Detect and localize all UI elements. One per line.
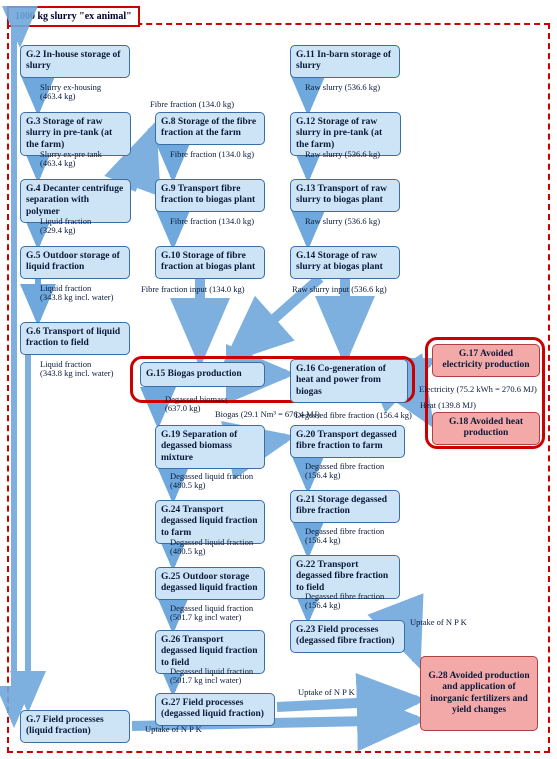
diagram-canvas: 1000 kg slurry "ex animal": [0, 0, 557, 759]
edge-label-e7: Liquid fraction(329.4 kg): [40, 217, 91, 236]
edge-label-e8: Fibre fraction (134.0 kg): [170, 217, 254, 226]
edge-label-e1: Slurry ex-housing(463.4 kg): [40, 83, 101, 102]
node-g27: G.27 Field processes (degassed liquid fr…: [155, 693, 275, 726]
node-g6: G.6 Transport of liquid fraction to fiel…: [20, 322, 130, 355]
edge-label-e4: Slurry ex-pre tank(463.4 kg): [40, 150, 102, 169]
edge-label-e25: Degassed liquid fraction(501.7 kg incl w…: [170, 667, 253, 686]
node-g19: G.19 Separation of degassed biomass mixt…: [155, 425, 265, 469]
edge-label-e5: Fibre fraction (134.0 kg): [170, 150, 254, 159]
edge-label-e17: Electricity (75.2 kWh = 270.6 MJ): [419, 385, 537, 394]
node-g10: G.10 Storage of fibre fraction at biogas…: [155, 246, 265, 279]
node-g20: G.20 Transport degassed fibre fraction t…: [290, 425, 405, 458]
edge-label-e28: Uptake of N P K: [145, 725, 202, 734]
node-g18: G.18 Avoided heat production: [432, 412, 540, 445]
edge-label-e23: Degassed liquid fraction(501.7 kg incl w…: [170, 604, 253, 623]
node-g5: G.5 Outdoor storage of liquid fraction: [20, 246, 130, 279]
node-g8: G.8 Storage of the fibre fraction at the…: [155, 112, 265, 145]
node-g25: G.25 Outdoor storage degassed liquid fra…: [155, 567, 265, 600]
edge-label-e9: Raw slurry (536.6 kg): [305, 217, 380, 226]
edge-label-e12: Raw slurry input (536.6 kg): [292, 285, 387, 294]
edge-label-e16: Degassed fibre fraction (156.4 kg): [295, 411, 412, 420]
edge-label-e10: Liquid fraction(343.8 kg incl. water): [40, 284, 113, 303]
edge-label-e22: Degassed fibre fraction(156.4 kg): [305, 527, 384, 546]
node-g9: G.9 Transport fibre fraction to biogas p…: [155, 179, 265, 212]
edge-label-e13: Liquid fraction(343.8 kg incl. water): [40, 360, 113, 379]
edge-label-e11: Fibre fraction input (134.0 kg): [141, 285, 245, 294]
node-g16: G.16 Co-generation of heat and power fro…: [290, 359, 408, 403]
node-g2: G.2 In-house storage of slurry: [20, 45, 130, 78]
edge-label-e20: Degassed fibre fraction(156.4 kg): [305, 462, 384, 481]
node-g23: G.23 Field processes (degassed fibre fra…: [290, 620, 405, 653]
node-g14: G.14 Storage of raw slurry at biogas pla…: [290, 246, 400, 279]
node-g7: G.7 Field processes (liquid fraction): [20, 710, 130, 743]
edge-label-e26: Uptake of N P K: [410, 618, 467, 627]
edge-label-e6: Raw slurry (536.6 kg): [305, 150, 380, 159]
edge-label-e19: Degassed liquid fraction(480.5 kg): [170, 472, 253, 491]
edge-label-e2: Raw slurry (536.6 kg): [305, 83, 380, 92]
edge-label-e18: Heat (139.8 MJ): [420, 401, 476, 410]
edge-label-e24: Degassed fibre fraction(156.4 kg): [305, 592, 384, 611]
node-g15: G.15 Biogas production: [140, 362, 265, 387]
node-g11: G.11 In-barn storage of slurry: [290, 45, 400, 78]
node-g28: G.28 Avoided production and application …: [420, 656, 538, 731]
node-g13: G.13 Transport of raw slurry to biogas p…: [290, 179, 400, 212]
edge-label-e21: Degassed liquid fraction(480.5 kg): [170, 538, 253, 557]
node-g21: G.21 Storage degassed fibre fraction: [290, 490, 400, 523]
input-label: 1000 kg slurry "ex animal": [7, 6, 140, 27]
edge-label-e3: Fibre fraction (134.0 kg): [150, 100, 234, 109]
node-g17: G.17 Avoided electricity production: [432, 344, 540, 377]
edge-label-e27: Uptake of N P K: [298, 688, 355, 697]
